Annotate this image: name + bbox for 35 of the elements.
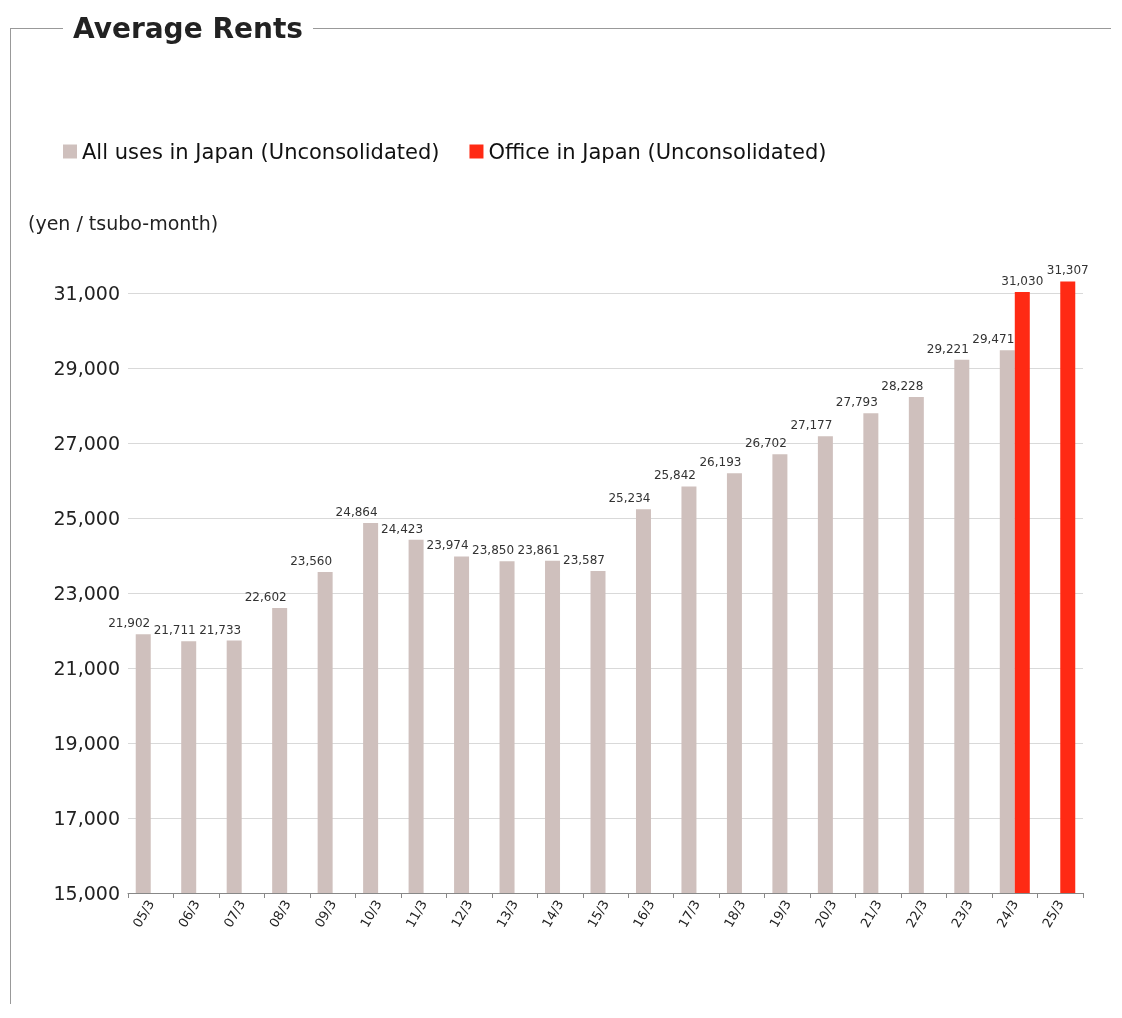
data-label: 24,423 [381, 521, 424, 536]
data-label: 28,228 [881, 378, 924, 393]
data-label: 29,221 [926, 341, 969, 356]
data-label: 24,864 [335, 505, 378, 520]
data-label: 25,842 [653, 468, 696, 483]
data-label: 23,587 [563, 552, 605, 567]
data-label: 23,974 [426, 538, 469, 553]
data-label: 25,234 [608, 491, 651, 506]
y-tick-label: 19,000 [53, 732, 120, 754]
data-label: 31,030 [1001, 273, 1044, 288]
y-axis-title: (yen / tsubo-month) [28, 211, 219, 234]
data-label: 26,193 [699, 455, 742, 470]
data-label: 21,711 [153, 623, 196, 638]
legend-label: All uses in Japan (Unconsolidated) [82, 139, 440, 164]
y-tick-label: 29,000 [53, 357, 120, 379]
data-label: 29,471 [972, 332, 1015, 347]
y-tick-label: 31,000 [53, 282, 120, 304]
data-label: 21,733 [199, 622, 242, 637]
y-tick-label: 17,000 [53, 807, 120, 829]
data-label: 26,702 [744, 436, 787, 451]
y-tick-label: 15,000 [53, 882, 120, 904]
y-tick-label: 23,000 [53, 582, 120, 604]
data-label: 31,307 [1046, 263, 1089, 278]
data-label: 22,602 [244, 589, 287, 604]
y-tick-label: 21,000 [53, 657, 120, 679]
data-label: 27,177 [790, 418, 833, 433]
data-label: 21,902 [108, 616, 151, 631]
data-label: 23,861 [517, 542, 560, 557]
legend-label: Office in Japan (Unconsolidated) [488, 139, 827, 164]
data-label: 27,793 [835, 395, 878, 410]
data-label: 23,850 [472, 543, 515, 558]
chart-title: Average Rents [63, 12, 313, 45]
data-label: 23,560 [290, 554, 333, 568]
y-tick-label: 25,000 [53, 507, 120, 529]
y-tick-label: 27,000 [53, 432, 120, 454]
